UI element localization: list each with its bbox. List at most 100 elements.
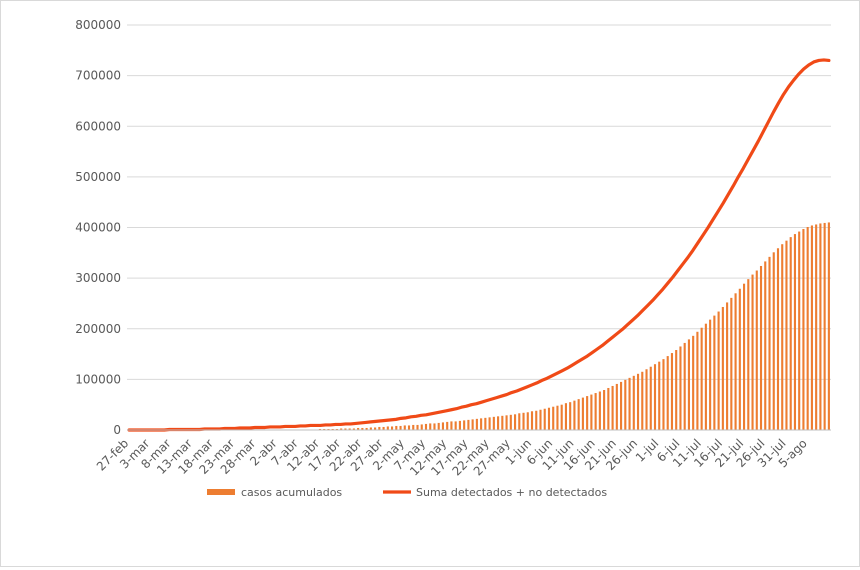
bar: [692, 335, 695, 430]
bar: [522, 412, 525, 430]
bar: [641, 371, 644, 430]
bar: [815, 224, 818, 430]
bar: [454, 421, 457, 430]
bar: [361, 427, 364, 430]
bar: [552, 406, 555, 430]
bar: [501, 415, 504, 430]
bar: [513, 414, 517, 430]
bar: [738, 288, 741, 430]
bar: [709, 319, 712, 430]
bar: [352, 428, 355, 430]
bar: [433, 423, 436, 430]
bar: [505, 415, 508, 430]
bar: [564, 403, 567, 430]
bar: [386, 426, 389, 430]
bar: [713, 315, 716, 430]
bar: [700, 327, 703, 430]
bar: [378, 426, 381, 430]
bar: [789, 237, 792, 430]
bar: [603, 390, 606, 430]
bar: [344, 428, 347, 430]
bar: [717, 311, 720, 430]
bar: [484, 417, 487, 430]
bar: [403, 425, 406, 430]
bar: [560, 404, 563, 430]
y-tick-label: 500000: [75, 170, 121, 184]
bar: [480, 418, 483, 430]
bar: [759, 265, 763, 430]
bar: [615, 383, 618, 430]
bar: [636, 373, 640, 430]
bar: [819, 223, 822, 430]
bar: [573, 400, 576, 430]
bar: [598, 391, 601, 430]
bar: [653, 364, 657, 430]
bar: [730, 297, 733, 430]
bar: [743, 283, 746, 430]
y-tick-label: 100000: [75, 372, 121, 386]
bar: [764, 261, 767, 430]
bar: [798, 231, 801, 430]
bar: [446, 421, 449, 430]
bar: [675, 350, 678, 430]
bar: [726, 302, 729, 430]
y-tick-label: 700000: [75, 69, 121, 83]
bar: [335, 428, 338, 430]
legend-label-bars: casos acumulados: [241, 486, 342, 499]
bar: [382, 426, 385, 430]
y-tick-label: 300000: [75, 271, 121, 285]
bar: [823, 222, 826, 430]
bar: [751, 274, 754, 430]
bar: [429, 423, 432, 430]
bar: [679, 346, 682, 430]
bar: [658, 361, 661, 430]
bar: [497, 416, 500, 430]
bar: [696, 331, 699, 430]
bar: [683, 342, 686, 430]
bar: [776, 248, 780, 430]
bar: [620, 381, 623, 430]
bar: [734, 293, 737, 430]
bar: [391, 426, 394, 430]
bar: [806, 226, 809, 430]
bar: [327, 428, 330, 430]
bar: [369, 427, 372, 430]
bar: [543, 408, 546, 430]
y-tick-label: 0: [113, 423, 121, 437]
bar: [441, 422, 445, 430]
bar: [755, 270, 758, 430]
y-tick-label: 600000: [75, 119, 121, 133]
bar: [662, 359, 665, 431]
bar: [323, 428, 326, 430]
bar: [611, 385, 614, 430]
bar: [628, 377, 631, 430]
bar: [581, 397, 584, 430]
series-line: [127, 58, 831, 432]
bar: [348, 428, 351, 430]
bar: [526, 412, 529, 430]
bar: [772, 252, 775, 430]
bar: [747, 279, 750, 430]
bar: [781, 244, 784, 430]
bar: [547, 407, 551, 430]
bar: [607, 387, 610, 430]
bar: [340, 428, 343, 430]
bar: [467, 419, 470, 431]
bar: [407, 425, 411, 430]
bar: [632, 375, 635, 430]
bar: [670, 353, 674, 430]
bar: [318, 428, 322, 430]
bar: [569, 402, 572, 430]
bar: [586, 396, 589, 430]
bar: [768, 256, 771, 430]
bar: [785, 240, 788, 430]
bar: [492, 416, 495, 430]
bar: [577, 399, 580, 430]
bar: [412, 424, 415, 430]
y-tick-label: 800000: [75, 18, 121, 32]
bar: [827, 222, 830, 430]
bar: [420, 424, 423, 430]
bar: [518, 413, 521, 430]
